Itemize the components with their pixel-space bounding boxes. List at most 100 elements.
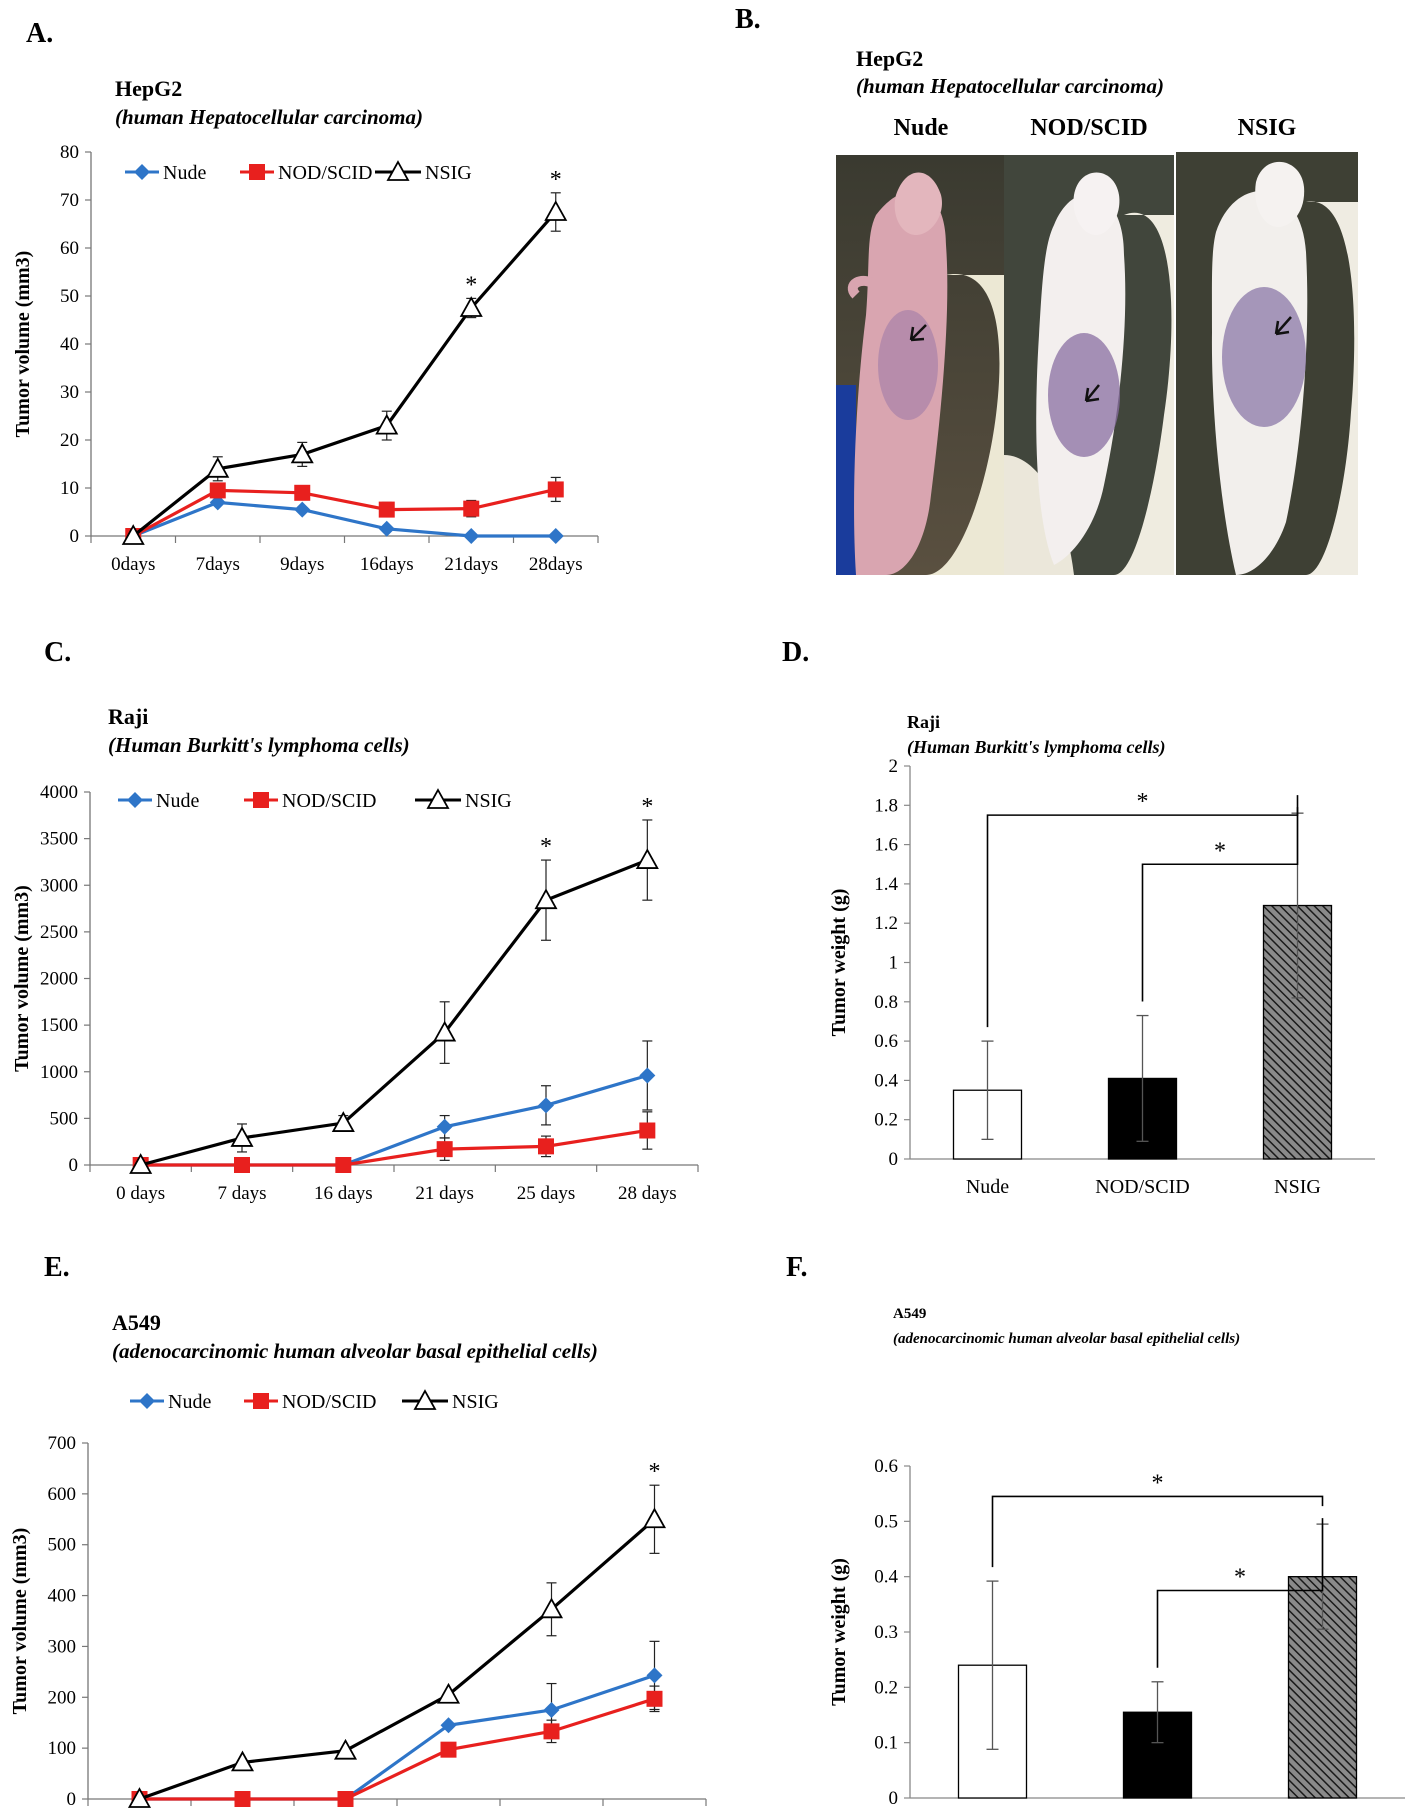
chart-c-legend-nsig-label: NSIG xyxy=(465,790,512,812)
chart-d-y-tick-label: 2 xyxy=(889,756,899,777)
chart-c-significance-star: * xyxy=(641,794,653,820)
chart-f-x-tick-label: NSIG xyxy=(1299,1815,1346,1817)
chart-f-x-tick-label: Nude xyxy=(971,1815,1014,1817)
chart-e-legend-nsig-marker xyxy=(413,1389,437,1410)
chart-f-bracket-star: * xyxy=(1152,1470,1164,1496)
chart-f-y-tick-label: 0.4 xyxy=(874,1567,898,1588)
chart-d-y-tick-label: 1.8 xyxy=(874,795,898,816)
photo-b-title: HepG2 xyxy=(856,46,924,71)
mouse-photo-nsig xyxy=(1176,152,1358,575)
chart-a-series-nod-scid-point-marker xyxy=(209,482,226,499)
panel-letter-c: C. xyxy=(44,637,72,668)
chart-e-series-nsig-point-marker xyxy=(230,1750,255,1772)
chart-e-series-nude-point-marker xyxy=(440,1717,457,1734)
chart-c-y-tick-label: 2000 xyxy=(40,969,78,990)
chart-c-series-nsig-point-marker xyxy=(433,1020,457,1042)
chart-c-x-tick-label: 21 days xyxy=(415,1183,474,1204)
chart-a-series-nsig-point-marker xyxy=(459,296,483,317)
chart-a-legend-nude-marker xyxy=(134,164,150,180)
chart-d-x-tick-label: Nude xyxy=(966,1176,1009,1198)
chart-e-series-nod-scid-point-marker xyxy=(337,1791,354,1807)
chart-c-series-nod-scid-point-marker xyxy=(639,1122,656,1139)
chart-d-y-tick-label: 1.2 xyxy=(874,913,898,934)
chart-c-series-nsig-point-marker xyxy=(129,1153,153,1174)
chart-c-series-nod-scid-point-marker xyxy=(538,1138,554,1155)
chart-a-y-label: Tumor volume (mm3) xyxy=(12,251,34,438)
chart-e-series-nsig-point-marker xyxy=(333,1738,358,1760)
chart-e-legend-nude-marker xyxy=(139,1393,155,1409)
chart-f-x-tick-label: NOD/SCID xyxy=(1110,1815,1204,1817)
chart-e-title: A549 xyxy=(112,1310,161,1335)
chart-d-y-tick-label: 1 xyxy=(889,953,899,974)
chart-e-series-nsig-point-marker xyxy=(539,1597,564,1619)
photo-b-subtitle: (human Hepatocellular carcinoma) xyxy=(856,74,1165,98)
chart-f-title: A549 xyxy=(893,1306,927,1322)
panel-letter-a: A. xyxy=(26,18,54,49)
chart-a-legend-nod-scid-label: NOD/SCID xyxy=(278,162,372,184)
chart-e-series-nod-scid-point-marker xyxy=(543,1723,560,1740)
chart-e-series-nod-scid-point-marker xyxy=(234,1791,251,1807)
chart-d-subtitle: (Human Burkitt's lymphoma cells) xyxy=(907,737,1166,757)
panel-letter-d: D. xyxy=(782,637,810,668)
chart-d-y-tick-label: 1.4 xyxy=(874,874,898,895)
chart-f-bracket-nude-nsig xyxy=(991,1495,1324,1568)
chart-d-x-tick-label: NSIG xyxy=(1274,1176,1321,1198)
chart-f-y-tick-label: 0.3 xyxy=(874,1622,898,1643)
chart-d-y-tick-label: 1.6 xyxy=(874,835,898,856)
mouse-photo-nod-scid xyxy=(1004,155,1174,575)
chart-f-y-tick-label: 0.5 xyxy=(874,1511,898,1532)
chart-c-series-nsig-line xyxy=(140,858,648,1167)
chart-a-legend-nod-scid-marker xyxy=(249,164,265,180)
chart-c-x-tick-label: 0 days xyxy=(116,1183,165,1204)
chart-e-legend-nod-scid-marker xyxy=(253,1393,269,1409)
chart-d-y-tick-label: 0.6 xyxy=(874,1031,898,1052)
chart-e-series-nsig-point-marker xyxy=(436,1682,461,1704)
chart-c-x-tick-label: 16 days xyxy=(314,1183,373,1204)
chart-e-series-nsig-point-marker xyxy=(642,1507,667,1529)
chart-a-series-nsig-point-marker xyxy=(290,442,314,464)
chart-c-series-nude-point-marker xyxy=(436,1118,453,1135)
chart-e-y-label: Tumor volume (mm3) xyxy=(9,1528,31,1715)
chart-a-series-nude-point-marker xyxy=(378,520,395,537)
chart-a-x-tick-label: 28days xyxy=(529,554,583,575)
chart-a-series-nsig-point-marker xyxy=(121,524,145,545)
chart-c-subtitle: (Human Burkitt's lymphoma cells) xyxy=(108,733,410,757)
chart-a-series-nude-point-marker xyxy=(547,528,564,544)
chart-a-legend-nsig-label: NSIG xyxy=(425,162,472,184)
chart-e-y-tick-label: 300 xyxy=(48,1636,77,1657)
chart-f-y-tick-label: 0 xyxy=(889,1788,899,1809)
chart-a-series-nsig-point-marker xyxy=(375,413,399,435)
chart-e-y-tick-label: 0 xyxy=(67,1789,77,1810)
chart-d-y-tick-label: 0.4 xyxy=(874,1070,898,1091)
chart-d-bracket-star: * xyxy=(1137,789,1149,815)
chart-a-y-tick-label: 10 xyxy=(60,478,79,499)
chart-a-series-nod-scid-point-marker xyxy=(378,501,395,518)
chart-a-series-nod-scid-point-marker xyxy=(294,484,311,501)
chart-e-series-nude-point-marker xyxy=(646,1667,663,1684)
chart-a-y-tick-label: 60 xyxy=(60,238,79,259)
chart-a-subtitle: (human Hepatocellular carcinoma) xyxy=(115,105,424,129)
chart-a-series-nude-point-marker xyxy=(463,528,480,544)
chart-a-x-tick-label: 9days xyxy=(280,554,324,575)
chart-e-y-tick-label: 700 xyxy=(48,1433,77,1454)
chart-a-significance-star: * xyxy=(550,167,562,193)
chart-c-x-tick-label: 7 days xyxy=(217,1183,266,1204)
chart-c-series-nsig-point-marker xyxy=(635,848,659,869)
chart-e-legend-nod-scid-label: NOD/SCID xyxy=(282,1391,376,1413)
chart-a-series-nod-scid-point-marker xyxy=(547,481,564,498)
chart-e-y-tick-label: 100 xyxy=(48,1738,77,1759)
chart-c-x-tick-label: 28 days xyxy=(618,1183,677,1204)
chart-d-x-tick-label: NOD/SCID xyxy=(1095,1176,1189,1198)
chart-e-y-tick-label: 500 xyxy=(48,1535,77,1556)
chart-c-series-nod-scid-point-marker xyxy=(436,1141,453,1158)
chart-f-y-tick-label: 0.6 xyxy=(874,1456,898,1477)
chart-f-y-tick-label: 0.2 xyxy=(874,1677,898,1698)
chart-a-x-tick-label: 0days xyxy=(111,554,155,575)
chart-a-x-tick-label: 21days xyxy=(444,554,498,575)
chart-d-y-label: Tumor weight (g) xyxy=(828,889,850,1037)
chart-a-series-nod-scid-point-marker xyxy=(463,500,480,517)
photo-label-nude: Nude xyxy=(893,115,949,141)
